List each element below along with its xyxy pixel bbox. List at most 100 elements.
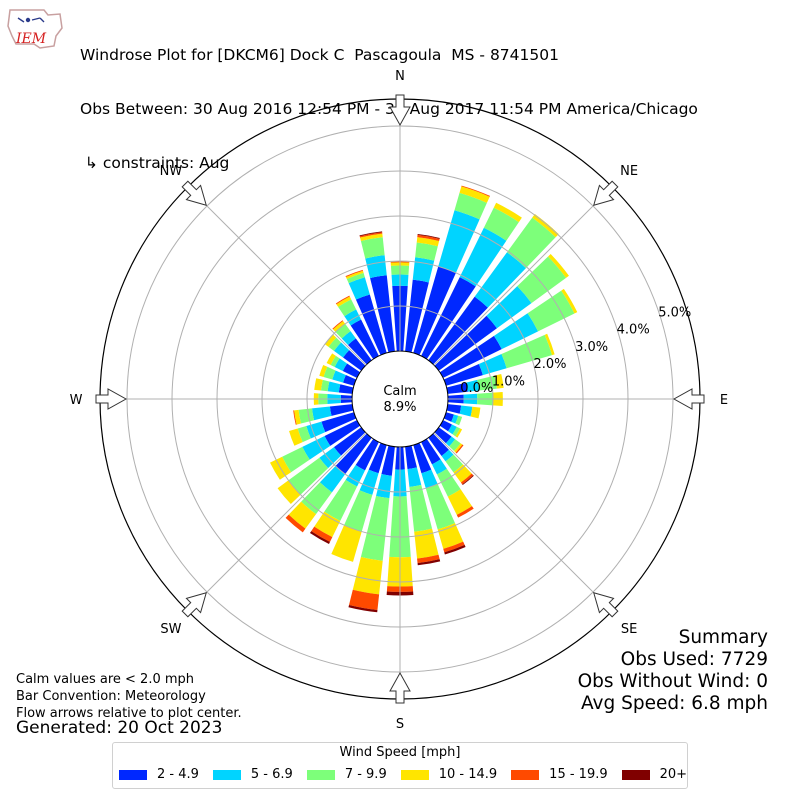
legend-item: 20+	[621, 767, 688, 782]
wind-bar-segment	[368, 442, 387, 474]
wind-bar-segment	[324, 479, 358, 521]
wind-bar-segment	[288, 457, 329, 495]
wind-bar-segment	[417, 234, 440, 242]
wind-bar-segment	[335, 323, 351, 339]
wind-bar-segment	[346, 272, 365, 284]
wind-bar-segment	[446, 404, 462, 414]
wind-bar-segment	[461, 185, 491, 197]
wind-bar-segment	[501, 334, 553, 369]
radial-tick-label: 0.0%	[460, 381, 493, 396]
logo-text: IEM	[15, 31, 47, 47]
wind-bar-segment	[421, 277, 476, 360]
compass-label: SE	[621, 622, 637, 637]
wind-bar-segment	[413, 442, 432, 474]
wind-bar-segment	[443, 541, 465, 553]
legend-swatch	[306, 769, 335, 780]
summary-box: Summary Obs Used: 7729 Obs Without Wind:…	[578, 627, 768, 715]
wind-bar-segment	[341, 331, 356, 345]
wind-bar-segment	[413, 266, 456, 356]
title-line-3: ↳ constraints: Aug	[80, 154, 230, 172]
radial-tick-label: 1.0%	[492, 374, 525, 389]
wind-bar-segment	[331, 525, 362, 562]
legend-swatch	[621, 769, 650, 780]
wind-bar-segment	[289, 428, 303, 446]
wind-bar-segment	[548, 254, 569, 278]
wind-bar-segment	[417, 234, 440, 239]
wind-bar-segment	[350, 319, 379, 360]
wind-bar-segment	[328, 337, 342, 351]
wind-bar-segment	[493, 202, 522, 223]
wind-bar-segment	[454, 443, 463, 453]
legend-swatch	[212, 769, 241, 780]
wind-bar-segment	[320, 379, 330, 392]
wind-bar-segment	[459, 186, 490, 203]
wind-bar-segment	[381, 445, 395, 476]
wind-bar-segment	[405, 279, 429, 353]
wind-bar-segment	[494, 373, 504, 389]
wind-bar-segment	[532, 214, 559, 238]
wind-bar-segment	[338, 299, 357, 317]
wind-bar-segment	[309, 531, 330, 544]
wind-bar-segment	[428, 296, 488, 365]
legend-item: 10 - 14.9	[400, 767, 497, 782]
wind-bar-segment	[445, 454, 463, 473]
wind-bar-segment	[439, 420, 452, 432]
wind-bar-segment	[507, 217, 556, 269]
wind-bar-segment	[277, 480, 301, 505]
compass-label: NW	[160, 164, 183, 179]
wind-bar-segment	[412, 257, 435, 283]
wind-bar-segment	[455, 415, 463, 426]
wind-bar-segment	[335, 295, 350, 305]
flow-arrow-icon	[181, 592, 207, 618]
wind-bar-segment	[443, 412, 454, 422]
wind-bar-segment	[294, 409, 301, 425]
wind-bar-segment	[338, 384, 354, 394]
legend-item: 7 - 9.9	[306, 767, 387, 782]
wind-bar-segment	[470, 406, 481, 419]
wind-bar-segment	[336, 296, 352, 307]
legend-title: Wind Speed [mph]	[339, 745, 461, 760]
flow-arrow-icon	[181, 180, 207, 206]
wind-bar-segment	[348, 605, 378, 613]
wind-bar-segment	[332, 370, 346, 383]
compass-label: SW	[160, 622, 181, 637]
wind-bar-segment	[282, 446, 310, 473]
wind-bar-segment	[314, 511, 341, 538]
wind-bar-segment	[349, 589, 380, 611]
wind-bar-segment	[441, 449, 454, 462]
legend-label: 20+	[659, 767, 688, 782]
legend-item: 5 - 6.9	[212, 767, 293, 782]
flow-arrow-icon	[672, 388, 705, 410]
wind-bar-segment	[319, 466, 346, 493]
wind-bar-segment	[298, 408, 315, 424]
wind-bar-segment	[347, 338, 372, 365]
wind-bar-segment	[360, 237, 385, 259]
wind-bar-segment	[297, 426, 311, 443]
legend-item: 15 - 19.9	[511, 767, 608, 782]
grid-spoke	[433, 186, 613, 366]
wind-bar-segment	[355, 294, 387, 356]
wind-bar-segment	[438, 210, 480, 273]
wind-bar-segment	[456, 506, 474, 518]
wind-bar-segment	[478, 354, 507, 376]
wind-bar-segment	[343, 350, 366, 371]
grid-spoke	[187, 432, 367, 612]
compass-label: W	[70, 393, 83, 408]
wind-bar-segment	[454, 192, 487, 220]
wind-bar-segment	[443, 364, 483, 386]
wind-bar-segment	[330, 355, 340, 367]
wind-bar-segment	[324, 334, 337, 347]
summary-avg-speed: Avg Speed: 6.8 mph	[580, 693, 768, 714]
compass-label: E	[720, 393, 728, 408]
wind-bar-segment	[334, 358, 348, 371]
grid-spoke	[187, 186, 367, 366]
wind-bar-segment	[421, 469, 438, 489]
direction-arrows	[95, 94, 705, 704]
generated-date: Generated: 20 Oct 2023	[16, 718, 223, 738]
legend-items: 2 - 4.9 5 - 6.9 7 - 9.9 10 - 14.9 15 - 19.9 2…	[119, 767, 701, 782]
axis-labels: N NE E SE S SW W NW 0.0%1.0% 2.0% 3.0% 4.0% 5.0% Calm…	[70, 69, 729, 732]
wind-bar-segment	[517, 256, 567, 304]
wind-bar-segment	[301, 482, 332, 515]
flow-arrow-icon	[593, 180, 619, 206]
wind-bar-segment	[434, 315, 497, 371]
